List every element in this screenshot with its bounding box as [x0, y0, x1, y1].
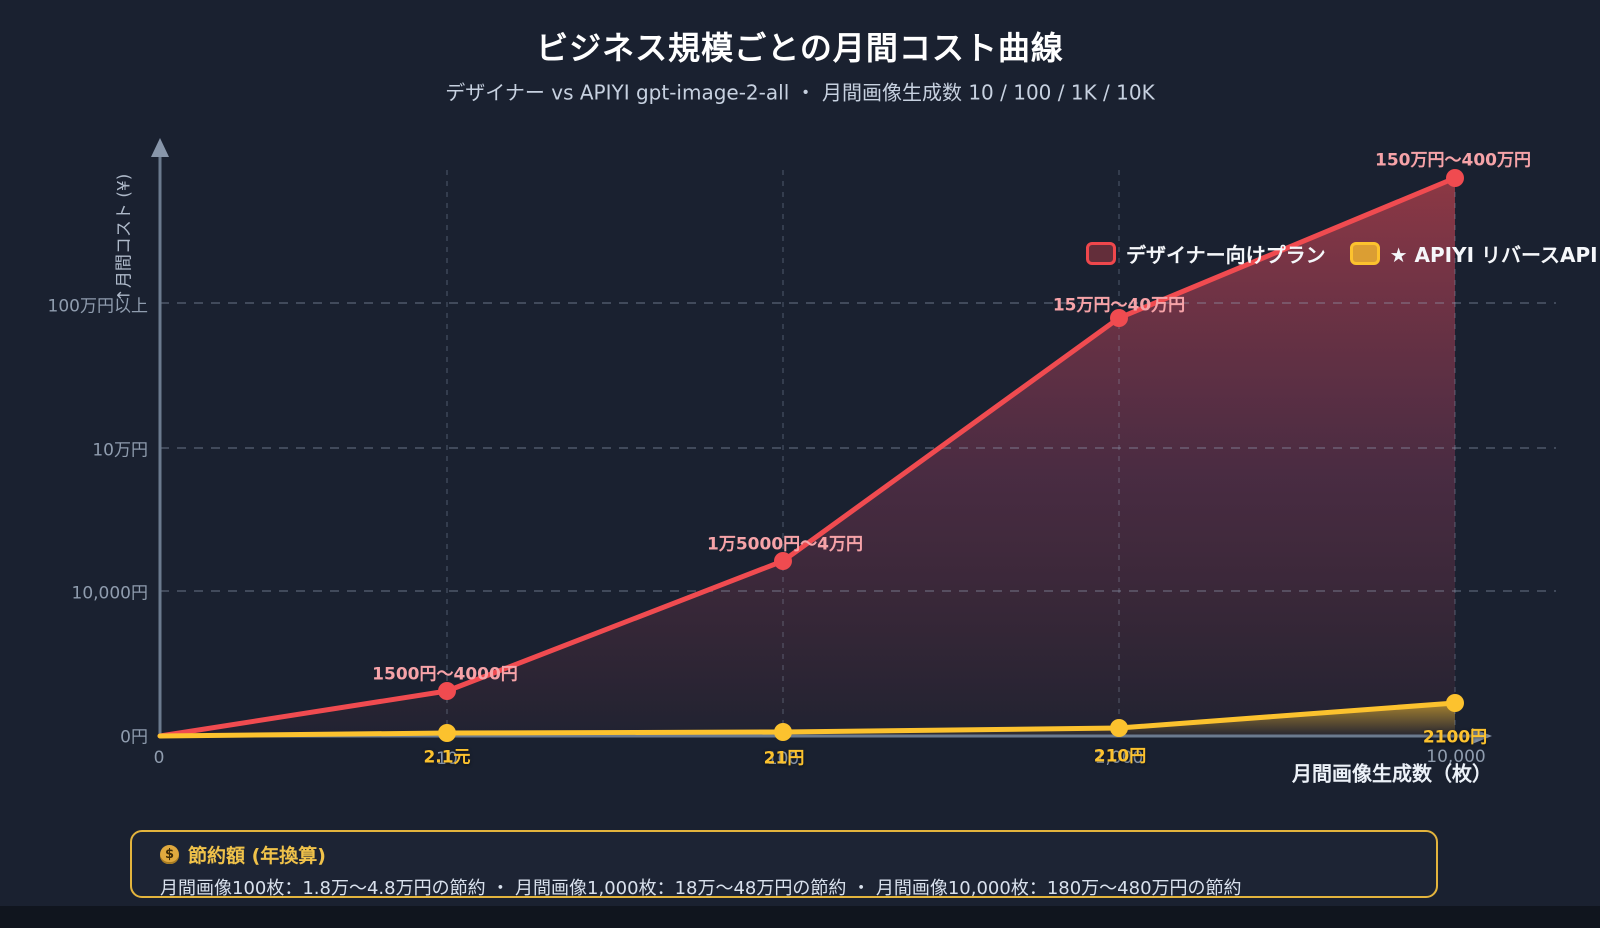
legend-item-designer[interactable]: デザイナー向けプラン — [1086, 239, 1326, 268]
x-tick-100: 100 — [766, 749, 800, 769]
bottom-band — [0, 906, 1600, 928]
savings-annotation-box: $ 節約額 (年換算) 月間画像100枚：1.8万〜4.8万円の節約 ・ 月間画… — [130, 830, 1438, 899]
x-tick-0: 0 — [153, 748, 165, 768]
designer-point-label-10000: 150万円〜400万円 — [1375, 150, 1531, 171]
savings-title: 節約額 (年換算) — [188, 845, 326, 867]
savings-body: 月間画像100枚：1.8万〜4.8万円の節約 ・ 月間画像1,000枚：18万〜… — [160, 878, 1242, 899]
apiyi-point-label-10: 2.1元 — [423, 747, 471, 768]
money-bag-icon: $ — [160, 845, 179, 864]
designer-point-label-100: 1万5000円〜4万円 — [707, 534, 863, 555]
y-axis-title: ↑月間コスト (¥) — [114, 173, 135, 303]
savings-title-row: $ 節約額 (年換算) — [160, 841, 1408, 868]
legend-label-apiyi: ★ APIYI リバースAPI — [1389, 243, 1598, 267]
x-tick-10: 10 — [436, 749, 458, 769]
apiyi-point-label-10000: 2100円 — [1422, 727, 1488, 748]
x-tick-1000: 1,000 — [1094, 748, 1144, 768]
apiyi-point-label-100: 21円 — [763, 748, 805, 769]
y-tick-10000: 10,000円 — [71, 583, 148, 604]
legend-swatch-designer — [1086, 242, 1116, 265]
legend: デザイナー向けプラン ★ APIYI リバースAPI — [1086, 239, 1598, 268]
apiyi-point-label-1000: 210円 — [1093, 746, 1147, 767]
y-tick-100000: 10万円 — [92, 440, 148, 461]
x-tick-10000: 10,000 — [1426, 747, 1486, 767]
legend-item-apiyi[interactable]: ★ APIYI リバースAPI — [1349, 239, 1598, 268]
legend-label-designer: デザイナー向けプラン — [1126, 243, 1326, 267]
x-axis-title: 月間画像生成数（枚） — [1292, 761, 1492, 786]
chart-subtitle: デザイナー vs APIYI gpt-image-2-all ・ 月間画像生成数… — [445, 80, 1155, 105]
designer-point-label-10: 1500円〜4000円 — [372, 664, 518, 685]
designer-point-label-1000: 15万円〜40万円 — [1052, 295, 1186, 316]
y-tick-1000000: 100万円以上 — [47, 296, 148, 317]
legend-swatch-apiyi — [1349, 242, 1380, 265]
chart-title: ビジネス規模ごとの月間コスト曲線 — [536, 29, 1064, 67]
y-tick-0: 0円 — [120, 727, 148, 748]
